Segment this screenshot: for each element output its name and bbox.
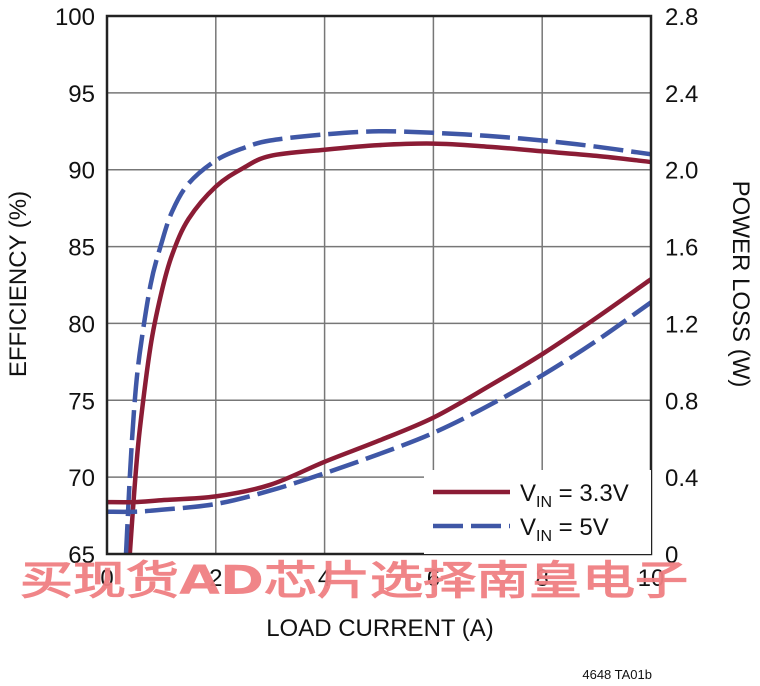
y2-tick-label: 1.6	[665, 235, 698, 262]
y2-tick-label: 2.0	[665, 158, 698, 185]
y-tick-label: 75	[68, 388, 95, 415]
power-loss-line-3	[107, 300, 651, 515]
y-tick-label: 70	[68, 465, 95, 492]
y-axis-title: EFFICIENCY (%)	[5, 191, 32, 377]
y2-tick-label: 0	[665, 542, 678, 569]
y2-tick-label: 1.2	[665, 311, 698, 338]
x-axis-title: LOAD CURRENT (A)	[266, 615, 494, 642]
y-tick-label: 90	[68, 158, 95, 185]
power-loss-line-2	[107, 277, 651, 505]
watermark-text: 买现货AD芯片选择南皇电子	[20, 558, 688, 604]
y2-axis-title: POWER LOSS (W)	[727, 181, 754, 388]
plot-frame	[105, 14, 653, 556]
x-tick-label: 10	[638, 565, 665, 592]
legend-label: VIN = 3.3V	[520, 480, 629, 511]
series-layer	[107, 128, 651, 554]
x-tick-label: 8	[536, 565, 549, 592]
y-tick-label: 65	[68, 542, 95, 569]
y-tick-label: 85	[68, 235, 95, 262]
y2-tick-labels: 0 0.4 0.8 1.2 1.6 2.0 2.4 2.8	[665, 4, 698, 569]
legend-background	[424, 470, 651, 554]
x-tick-label: 4	[318, 565, 331, 592]
figure-id: 4648 TA01b	[582, 667, 652, 682]
y2-tick-label: 0.8	[665, 388, 698, 415]
x-tick-labels: 0 2 4 6 8 10	[100, 565, 664, 592]
x-tick-label: 2	[209, 565, 222, 592]
y2-tick-label: 2.4	[665, 81, 698, 108]
y-tick-label: 80	[68, 311, 95, 338]
x-tick-label: 6	[427, 565, 440, 592]
efficiency-line-0	[127, 141, 651, 554]
y-tick-labels: 65 70 75 80 85 90 95 100	[55, 4, 95, 569]
legend-label: VIN = 5V	[520, 514, 609, 545]
y2-tick-label: 0.4	[665, 465, 698, 492]
y2-tick-label: 2.8	[665, 4, 698, 31]
x-tick-label: 0	[100, 565, 113, 592]
efficiency-line-1	[123, 128, 651, 554]
y-tick-label: 95	[68, 81, 95, 108]
y-tick-label: 100	[55, 4, 95, 31]
